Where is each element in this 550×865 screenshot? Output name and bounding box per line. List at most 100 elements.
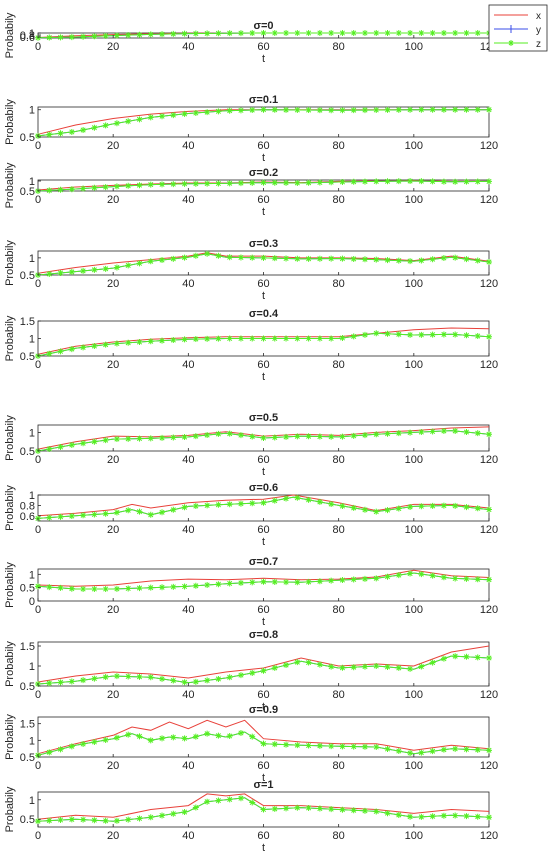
y-tick-label: 0.5: [20, 583, 35, 595]
point-marker-z: [125, 731, 132, 738]
point-marker-z: [463, 653, 470, 660]
point-marker-z: [361, 807, 368, 814]
point-marker-z: [159, 434, 166, 441]
subplot-title: σ=0.4: [249, 308, 279, 320]
point-marker-z: [147, 584, 154, 591]
x-tick-label: 60: [257, 140, 269, 152]
x-tick-label: 100: [405, 41, 423, 53]
point-marker-z: [57, 443, 64, 450]
x-tick-label: 100: [405, 524, 423, 536]
point-marker-z: [80, 344, 87, 351]
point-marker-z: [305, 335, 312, 342]
point-marker-z: [407, 570, 414, 577]
point-marker-z: [361, 256, 368, 263]
subplot-1: 0 20 40 60 80 100 120 0.5 1 σ=0.1 t Probabily: [4, 94, 498, 164]
point-marker-z: [159, 584, 166, 591]
x-tick-label: 20: [107, 604, 119, 616]
point-marker-z: [102, 586, 109, 592]
point-marker-z: [418, 749, 425, 756]
point-marker-z: [283, 741, 290, 748]
x-tick-label: 20: [107, 194, 119, 206]
y-tick-label: 0.5: [20, 270, 35, 282]
point-marker-z: [328, 806, 335, 813]
x-axis-label: t: [262, 536, 265, 548]
subplot-10: 0 20 40 60 80 100 120 0.5 1 σ=1 t Probabily: [4, 779, 498, 854]
point-marker-z: [204, 730, 211, 737]
point-marker-z: [68, 743, 75, 750]
point-marker-z: [102, 510, 109, 517]
point-marker-z: [395, 572, 402, 579]
point-marker-z: [328, 743, 335, 750]
x-axis-label: t: [262, 152, 265, 164]
x-tick-label: 60: [257, 41, 269, 53]
point-marker-z: [159, 812, 166, 819]
point-marker-z: [463, 813, 470, 820]
point-marker-z: [418, 663, 425, 670]
point-marker-z: [407, 429, 414, 436]
point-marker-z: [407, 106, 414, 113]
point-marker-z: [102, 674, 109, 681]
point-marker-z: [35, 818, 41, 825]
series-line-x: [37, 793, 490, 820]
point-marker-z: [68, 678, 75, 685]
point-marker-z: [395, 30, 402, 36]
subplot-title: σ=1: [253, 779, 273, 791]
y-tick-label: 0.8: [20, 30, 35, 42]
point-marker-z: [350, 743, 357, 750]
point-marker-z: [68, 441, 75, 448]
y-tick-label: 0.5: [20, 351, 35, 363]
x-tick-label: 120: [480, 359, 498, 371]
point-marker-z: [328, 663, 335, 670]
point-marker-z: [46, 680, 53, 687]
point-marker-z: [339, 806, 346, 813]
x-tick-label: 40: [182, 454, 194, 466]
x-tick-label: 0: [35, 454, 41, 466]
point-marker-z: [271, 741, 278, 748]
point-marker-z: [407, 813, 414, 820]
point-marker-z: [440, 106, 447, 113]
x-tick-label: 120: [480, 524, 498, 536]
point-marker-z: [474, 505, 481, 512]
x-tick-label: 20: [107, 454, 119, 466]
point-marker-z: [305, 179, 312, 186]
point-marker-z: [80, 440, 87, 447]
point-marker-z: [452, 254, 459, 261]
point-marker-z: [316, 335, 323, 342]
point-marker-z: [125, 339, 132, 346]
point-marker-z: [113, 673, 120, 680]
x-tick-label: 40: [182, 359, 194, 371]
point-marker-z: [316, 742, 323, 749]
point-marker-z: [440, 427, 447, 434]
subplot-title: σ=0.3: [249, 238, 278, 250]
point-marker-z: [373, 575, 380, 582]
point-marker-z: [283, 805, 290, 812]
point-marker-z: [204, 432, 211, 439]
point-marker-z: [271, 578, 278, 585]
point-marker-z: [226, 254, 233, 261]
point-marker-z: [328, 433, 335, 440]
point-marker-z: [486, 814, 492, 821]
point-marker-z: [418, 429, 425, 436]
point-marker-z: [440, 574, 447, 581]
point-marker-z: [136, 815, 143, 822]
point-marker-z: [350, 178, 357, 185]
point-marker-z: [136, 435, 143, 442]
point-marker-z: [350, 807, 357, 814]
point-marker-z: [486, 506, 492, 513]
point-marker-z: [57, 679, 64, 686]
point-marker-z: [136, 31, 143, 38]
point-marker-z: [316, 30, 323, 36]
subplot-title: σ=0.9: [249, 704, 278, 716]
x-tick-label: 0: [35, 689, 41, 701]
point-marker-z: [192, 336, 199, 343]
point-marker-z: [249, 733, 256, 740]
point-marker-z: [57, 817, 64, 823]
x-tick-label: 0: [35, 41, 41, 53]
x-tick-label: 80: [333, 689, 345, 701]
x-tick-label: 20: [107, 359, 119, 371]
y-tick-label: 0.8: [20, 500, 35, 512]
point-marker-z: [305, 659, 312, 666]
point-marker-z: [237, 107, 244, 114]
subplot-7: 0 20 40 60 80 100 120 00.5 1 σ=0.7 t Probabily: [4, 556, 498, 628]
x-tick-label: 40: [182, 689, 194, 701]
